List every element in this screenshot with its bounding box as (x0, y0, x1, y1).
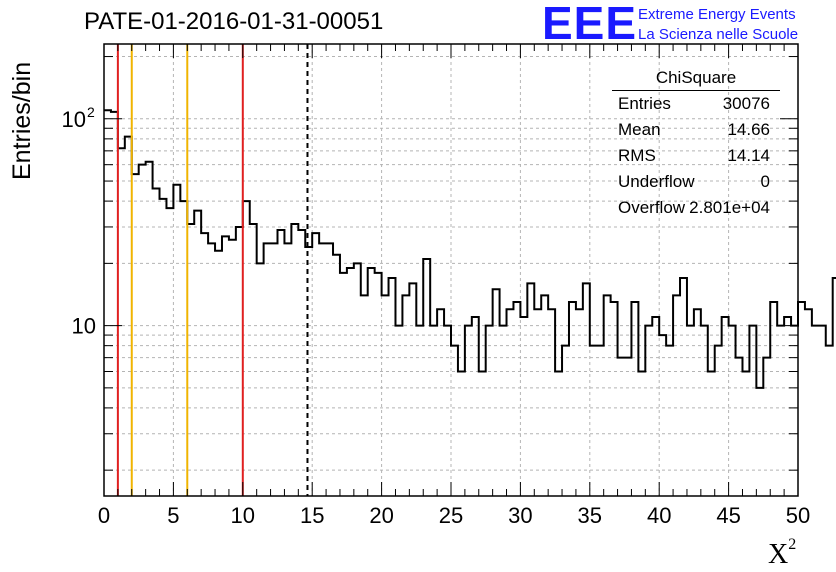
y-tick-label: 10 (62, 107, 86, 132)
stats-key: Underflow (618, 172, 695, 191)
stats-value: 2.801e+04 (689, 198, 770, 217)
stats-key: Overflow (618, 198, 686, 217)
x-tick-label: 25 (439, 503, 463, 528)
stats-row-entries: Entries 30076 (612, 91, 780, 117)
stats-key: RMS (618, 146, 656, 165)
y-axis-label: Entries/bin (8, 62, 36, 200)
logo-line-2: La Scienza nelle Scuole (638, 26, 799, 43)
stats-row-overflow: Overflow 2.801e+04 (612, 195, 780, 221)
stats-row-underflow: Underflow 0 (612, 169, 780, 195)
stats-row-mean: Mean 14.66 (612, 117, 780, 143)
stats-title: ChiSquare (612, 66, 780, 91)
x-tick-label: 40 (647, 503, 671, 528)
x-tick-label: 45 (716, 503, 740, 528)
plot-title: PATE-01-2016-01-31-00051 (84, 8, 384, 35)
stats-key: Mean (618, 120, 661, 139)
grid-lines (103, 44, 799, 496)
histogram-bars (104, 109, 836, 389)
stats-box: ChiSquare Entries 30076 Mean 14.66 RMS 1… (612, 66, 780, 221)
y-axis-label-text: Entries/bin (8, 61, 36, 180)
x-tick-label: 30 (508, 503, 532, 528)
x-tick-label: 35 (578, 503, 602, 528)
x-tick-label: 0 (98, 503, 110, 528)
stats-value: 0 (760, 172, 770, 191)
stats-key: Entries (618, 94, 671, 113)
logo-mark: EEE (542, 0, 638, 49)
x-tick-label: 15 (300, 503, 324, 528)
y-tick-label: 10 (72, 314, 96, 339)
logo-line-1: Extreme Energy Events (638, 6, 796, 23)
stats-value: 14.66 (727, 120, 770, 139)
marker-lines (116, 44, 309, 496)
stats-row-rms: RMS 14.14 (612, 143, 780, 169)
x-tick-label: 10 (231, 503, 255, 528)
x-tick-label: 5 (167, 503, 179, 528)
stats-value: 30076 (722, 94, 770, 113)
x-tick-label: 50 (786, 503, 810, 528)
eee-logo: EEE Extreme Energy Events La Scienza nel… (542, 0, 834, 49)
y-tick-exponent: 2 (87, 104, 95, 120)
x-tick-label: 20 (369, 503, 393, 528)
histogram-outline (104, 109, 836, 389)
x-axis-label-text: X (768, 539, 789, 570)
x-axis-label: X2 (768, 536, 796, 571)
x-axis-label-sup: 2 (788, 536, 797, 553)
stats-value: 14.14 (727, 146, 770, 165)
